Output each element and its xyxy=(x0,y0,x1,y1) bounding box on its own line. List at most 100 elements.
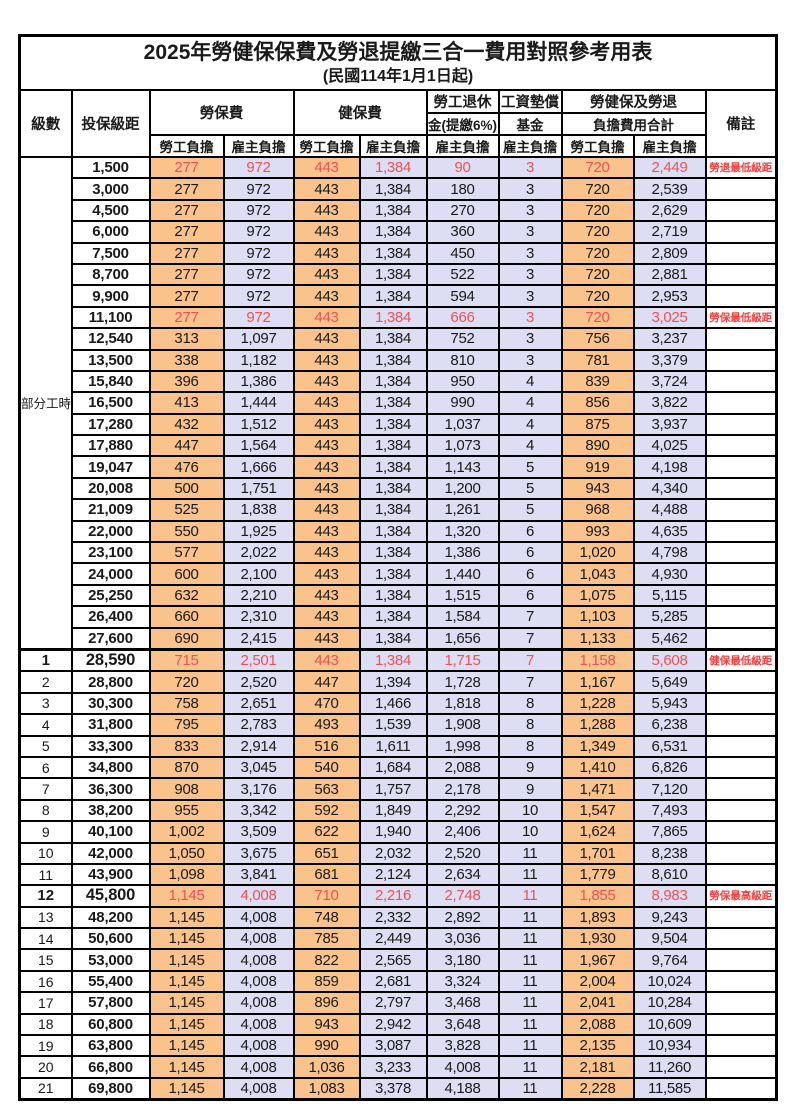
remark-cell xyxy=(704,1033,778,1058)
remark-cell xyxy=(704,241,778,265)
fee-cell: 1,098 xyxy=(148,862,225,887)
remark-cell xyxy=(704,412,778,437)
fee-cell: 7 xyxy=(497,647,563,673)
fee-cell: 943 xyxy=(560,476,635,501)
fee-cell: 2,216 xyxy=(358,884,428,908)
fee-cell: 972 xyxy=(222,155,295,180)
table-row: 21,009 525 1,838 443 1,384 1,261 5 968 4,488 xyxy=(20,498,778,522)
fee-cell: 4 xyxy=(497,412,563,437)
fee-cell: 4 xyxy=(497,434,563,458)
fee-cell: 4,008 xyxy=(222,948,295,972)
table-row: 6,000 277 972 443 1,384 360 3 720 2,719 xyxy=(20,220,778,244)
fee-cell: 443 xyxy=(292,327,361,351)
bracket-cell: 13,500 xyxy=(70,348,151,372)
fee-cell: 2,634 xyxy=(425,862,500,887)
fee-cell: 2,651 xyxy=(222,691,295,716)
fee-cell: 666 xyxy=(425,305,500,330)
fee-cell: 9,243 xyxy=(632,905,707,930)
fee-cell: 1,073 xyxy=(425,434,500,458)
fee-cell: 4,340 xyxy=(632,476,707,501)
fee-cell: 2,022 xyxy=(222,541,295,565)
fee-cell: 2,135 xyxy=(560,1033,635,1058)
bracket-cell: 50,600 xyxy=(70,927,151,951)
fee-cell: 9,764 xyxy=(632,948,707,972)
header-health-insurance: 健保費 xyxy=(292,89,428,136)
fee-cell: 890 xyxy=(560,434,635,458)
remark-cell xyxy=(704,841,778,865)
fee-cell: 3,648 xyxy=(425,1012,500,1037)
fee-cell: 4,635 xyxy=(632,519,707,544)
fee-cell: 5,462 xyxy=(632,626,707,651)
level-cell: 14 xyxy=(18,927,73,951)
fee-cell: 277 xyxy=(148,305,225,330)
fee-cell: 10,609 xyxy=(632,1012,707,1037)
fee-cell: 690 xyxy=(148,626,225,651)
fee-cell: 432 xyxy=(148,412,225,437)
fee-cell: 1,384 xyxy=(358,498,428,522)
fee-cell: 2,310 xyxy=(222,605,295,629)
fee-cell: 3,324 xyxy=(425,969,500,994)
fee-cell: 413 xyxy=(148,391,225,415)
level-cell: 5 xyxy=(18,734,73,758)
table-row: 3 30,300 758 2,651 470 1,466 1,818 8 1,228 5,943 xyxy=(18,691,778,716)
fee-cell: 7 xyxy=(497,605,563,629)
header-bracket: 投保級距 xyxy=(70,89,151,158)
table-body: 部分工時 1,500 277 972 443 1,384 90 3 720 2,449 勞退最低級距… xyxy=(18,155,778,1101)
fee-cell: 476 xyxy=(148,455,225,479)
table-row: 27,600 690 2,415 443 1,384 1,656 7 1,133 5,462 xyxy=(20,626,778,651)
bracket-cell: 17,880 xyxy=(70,434,151,458)
fee-cell: 1,512 xyxy=(222,412,295,437)
fee-cell: 1,751 xyxy=(222,476,295,501)
fee-cell: 1,386 xyxy=(222,369,295,394)
fee-cell: 11 xyxy=(497,1033,563,1058)
fee-cell: 7 xyxy=(497,670,563,694)
fee-cell: 720 xyxy=(560,262,635,287)
fee-cell: 919 xyxy=(560,455,635,479)
fee-cell: 443 xyxy=(292,519,361,544)
remark-cell: 勞退最低級距 xyxy=(704,155,778,180)
fee-cell: 9,504 xyxy=(632,927,707,951)
fee-cell: 5,285 xyxy=(632,605,707,629)
bracket-cell: 16,500 xyxy=(70,391,151,415)
fee-cell: 6,531 xyxy=(632,734,707,758)
fee-cell: 1,728 xyxy=(425,670,500,694)
table-row: 20,008 500 1,751 443 1,384 1,200 5 943 4,340 xyxy=(20,476,778,501)
fee-cell: 1,075 xyxy=(560,583,635,608)
remark-cell xyxy=(704,1055,778,1079)
fee-cell: 2,809 xyxy=(632,241,707,265)
fee-cell: 6,826 xyxy=(632,755,707,780)
fee-cell: 3,675 xyxy=(222,841,295,865)
header-labor-insurance: 勞保費 xyxy=(148,89,295,136)
table-row: 23,100 577 2,022 443 1,384 1,386 6 1,020 4,798 xyxy=(20,541,778,565)
remark-cell xyxy=(704,734,778,758)
level-cell: 8 xyxy=(18,798,73,823)
fee-cell: 5,943 xyxy=(632,691,707,716)
fee-cell: 8,983 xyxy=(632,884,707,908)
fee-cell: 1,384 xyxy=(358,412,428,437)
fee-cell: 1,893 xyxy=(560,905,635,930)
fee-cell: 856 xyxy=(560,391,635,415)
fee-cell: 2,719 xyxy=(632,220,707,244)
fee-cell: 2,449 xyxy=(632,155,707,180)
header-wage-fund-line1: 工資墊償 xyxy=(497,89,563,114)
table-row: 7,500 277 972 443 1,384 450 3 720 2,809 xyxy=(20,241,778,265)
table-row: 部分工時 1,500 277 972 443 1,384 90 3 720 2,449 勞退最低級距 xyxy=(18,155,778,651)
fee-cell: 1,384 xyxy=(358,305,428,330)
header-labor-employee: 勞工負擔 xyxy=(148,134,225,158)
fee-cell: 4,008 xyxy=(222,1033,295,1058)
bracket-cell: 4,500 xyxy=(70,198,151,223)
fee-cell: 11,585 xyxy=(632,1076,707,1101)
fee-cell: 4,008 xyxy=(222,1012,295,1037)
fee-cell: 277 xyxy=(148,284,225,308)
bracket-cell: 23,100 xyxy=(70,541,151,565)
fee-cell: 1,103 xyxy=(560,605,635,629)
fee-cell: 1,967 xyxy=(560,948,635,972)
fee-cell: 592 xyxy=(292,798,361,823)
fee-cell: 1,394 xyxy=(358,670,428,694)
header-pension-line1: 勞工退休 xyxy=(425,89,500,114)
remark-cell xyxy=(704,284,778,308)
fee-cell: 1,145 xyxy=(148,991,225,1015)
fee-cell: 1,384 xyxy=(358,177,428,201)
remark-cell xyxy=(704,798,778,823)
table-row: 12,540 313 1,097 443 1,384 752 3 756 3,237 xyxy=(20,327,778,351)
